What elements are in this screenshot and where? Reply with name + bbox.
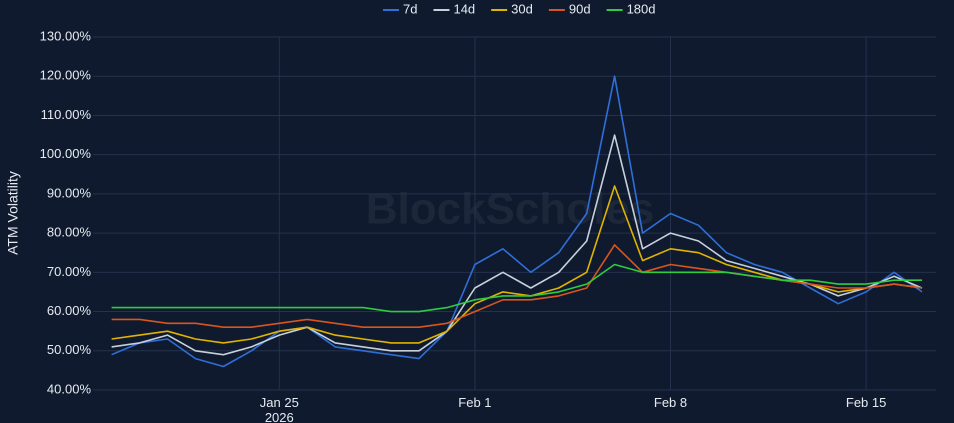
x-tick-label-line: Feb 15	[846, 395, 886, 410]
x-tick-label: Jan 25 2026	[260, 395, 299, 423]
x-tick-label: Feb 8	[654, 395, 687, 410]
x-tick-label: Feb 15	[846, 395, 886, 410]
series-line	[111, 75, 923, 368]
series-line	[111, 134, 923, 356]
x-tick-label-line: 2026	[265, 410, 294, 423]
watermark: BlockScholes	[366, 185, 655, 234]
x-tick-label: Feb 1	[458, 395, 491, 410]
y-tick-label: 50.00%	[47, 342, 92, 357]
y-tick-label: 40.00%	[47, 381, 92, 396]
y-tick-label: 110.00%	[41, 107, 92, 122]
series-line	[111, 263, 922, 313]
y-tick-label: 130.00%	[40, 28, 92, 43]
y-tick-label: 70.00%	[47, 264, 92, 279]
y-tick-label: 120.00%	[40, 68, 92, 83]
legend-label: 90d	[569, 1, 591, 16]
y-axis-label: ATM Volatility	[5, 171, 21, 255]
y-tick-label: 100.00%	[40, 146, 92, 161]
y-tick-label: 60.00%	[47, 303, 92, 318]
y-tick-label: 80.00%	[47, 225, 92, 240]
x-tick-label-line: Feb 8	[654, 395, 687, 410]
legend-label: 7d	[403, 1, 417, 16]
legend-label: 14d	[453, 1, 475, 16]
y-tick-label: 90.00%	[47, 185, 92, 200]
legend-label: 180d	[627, 1, 656, 16]
legend-label: 30d	[511, 1, 533, 16]
x-tick-label-line: Feb 1	[458, 395, 491, 410]
x-tick-label-line: Jan 25	[260, 395, 299, 410]
